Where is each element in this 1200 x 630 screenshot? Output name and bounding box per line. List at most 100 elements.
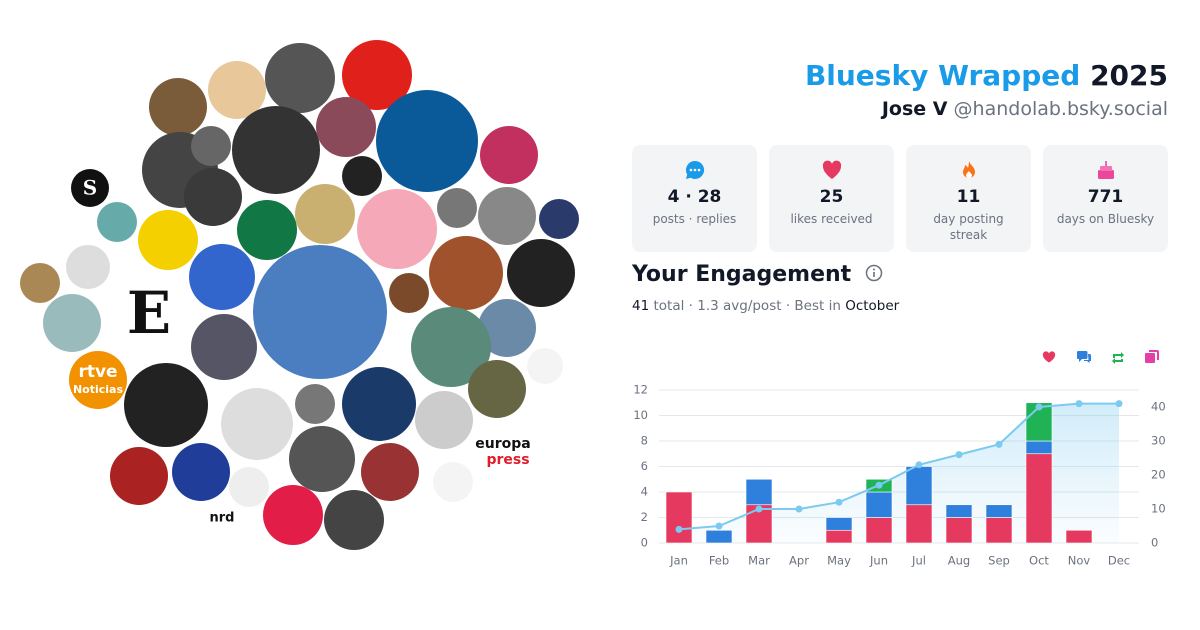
avatar[interactable] xyxy=(324,490,384,550)
stat-card: 771 days on Bluesky xyxy=(1043,145,1168,252)
year: 2025 xyxy=(1090,59,1168,92)
avatar[interactable] xyxy=(253,245,387,379)
logo-text: E xyxy=(127,279,171,347)
engagement-summary: 41 total · 1.3 avg/post · Best in Octobe… xyxy=(632,298,899,314)
bar-segment xyxy=(985,504,1013,518)
legend-icon[interactable] xyxy=(1042,351,1056,363)
logo-text: rtve xyxy=(78,362,117,382)
user-handle: @handolab.bsky.social xyxy=(953,98,1168,120)
logo-text: Noticias xyxy=(73,383,124,396)
avatar[interactable] xyxy=(184,168,242,226)
avatar[interactable] xyxy=(342,40,412,110)
stat-label: likes received xyxy=(790,212,873,226)
avatar[interactable] xyxy=(480,126,538,184)
y-tick-label: 12 xyxy=(633,383,648,397)
avatar[interactable] xyxy=(149,78,207,136)
avatar[interactable] xyxy=(69,351,127,409)
line-point xyxy=(755,505,763,513)
avatar[interactable] xyxy=(43,294,101,352)
bar-segment xyxy=(865,517,893,544)
avatar[interactable] xyxy=(527,348,563,384)
avatar[interactable] xyxy=(415,391,473,449)
summary-text: total · 1.3 avg/post · Best in xyxy=(653,298,841,314)
bar-segment xyxy=(705,529,733,544)
avatar[interactable] xyxy=(265,43,335,113)
avatar[interactable] xyxy=(191,314,257,380)
line-point xyxy=(835,498,843,506)
legend-icon[interactable] xyxy=(1145,350,1159,363)
legend-icon[interactable] xyxy=(1112,352,1124,364)
line-point xyxy=(1115,400,1123,408)
y-tick-label: 10 xyxy=(633,408,648,422)
avatar[interactable] xyxy=(110,447,168,505)
avatar[interactable] xyxy=(478,299,536,357)
avatar[interactable] xyxy=(437,188,477,228)
line-point xyxy=(875,481,883,489)
x-tick-label: Jan xyxy=(669,554,688,568)
avatar[interactable] xyxy=(172,443,230,501)
avatar[interactable] xyxy=(357,189,437,269)
avatar[interactable] xyxy=(97,202,137,242)
x-tick-label: Aug xyxy=(948,554,970,568)
avatar[interactable] xyxy=(316,97,376,157)
avatar[interactable] xyxy=(361,443,419,501)
avatar[interactable] xyxy=(295,384,335,424)
avatar[interactable] xyxy=(411,307,491,387)
avatar[interactable] xyxy=(289,426,355,492)
avatar[interactable] xyxy=(189,244,255,310)
avatar[interactable] xyxy=(138,210,198,270)
title: Bluesky Wrapped xyxy=(804,59,1081,92)
avatar[interactable] xyxy=(229,467,269,507)
avatar[interactable] xyxy=(468,360,526,418)
avatar[interactable] xyxy=(429,236,503,310)
stat-value: 771 xyxy=(1087,187,1124,207)
bar-segment xyxy=(745,478,773,506)
avatar[interactable] xyxy=(342,367,416,441)
x-tick-label: Nov xyxy=(1068,554,1091,568)
x-tick-label: Dec xyxy=(1108,554,1130,568)
avatar[interactable] xyxy=(507,239,575,307)
y-tick-label: 8 xyxy=(641,434,648,448)
avatar[interactable] xyxy=(20,263,60,303)
avatar[interactable] xyxy=(66,245,110,289)
y-tick-label: 6 xyxy=(641,459,648,473)
header: Bluesky Wrapped 2025 Jose V @handolab.bs… xyxy=(805,56,1168,122)
avatar[interactable] xyxy=(71,169,109,207)
bar-segment xyxy=(825,517,853,531)
line-point xyxy=(955,451,963,459)
avatar[interactable] xyxy=(208,61,266,119)
avatar[interactable] xyxy=(478,187,536,245)
x-tick-label: May xyxy=(827,554,851,568)
avatar[interactable] xyxy=(389,273,429,313)
avatar[interactable] xyxy=(295,184,355,244)
avatar[interactable] xyxy=(342,156,382,196)
y2-tick-label: 40 xyxy=(1151,400,1166,414)
avatar[interactable] xyxy=(237,200,297,260)
bar-segment xyxy=(905,504,933,544)
avatar[interactable] xyxy=(376,90,478,192)
avatar[interactable] xyxy=(263,485,323,545)
line-area xyxy=(679,403,1119,543)
x-tick-label: Jul xyxy=(911,554,926,568)
line-point xyxy=(915,461,923,469)
info-icon[interactable] xyxy=(865,264,883,282)
avatar-cloud: S E rtve Noticias europa press nrd xyxy=(20,40,579,550)
avatar[interactable] xyxy=(539,199,579,239)
icon xyxy=(822,160,841,179)
line xyxy=(678,402,1119,531)
x-tick-label: Apr xyxy=(789,554,809,568)
y-tick-label: 0 xyxy=(641,536,648,550)
legend-icon[interactable] xyxy=(1077,351,1091,363)
avatar[interactable] xyxy=(191,126,231,166)
avatar[interactable] xyxy=(433,462,473,502)
bar-segment xyxy=(1065,529,1093,544)
avatar[interactable] xyxy=(232,106,320,194)
user-name: Jose V xyxy=(881,98,948,120)
line-point xyxy=(675,525,683,533)
x-tick-label: Sep xyxy=(988,554,1010,568)
bar-segment xyxy=(945,517,973,544)
legend-glyph xyxy=(1145,350,1159,363)
avatar[interactable] xyxy=(124,363,208,447)
best-month: October xyxy=(845,298,900,314)
avatar[interactable] xyxy=(221,388,293,460)
